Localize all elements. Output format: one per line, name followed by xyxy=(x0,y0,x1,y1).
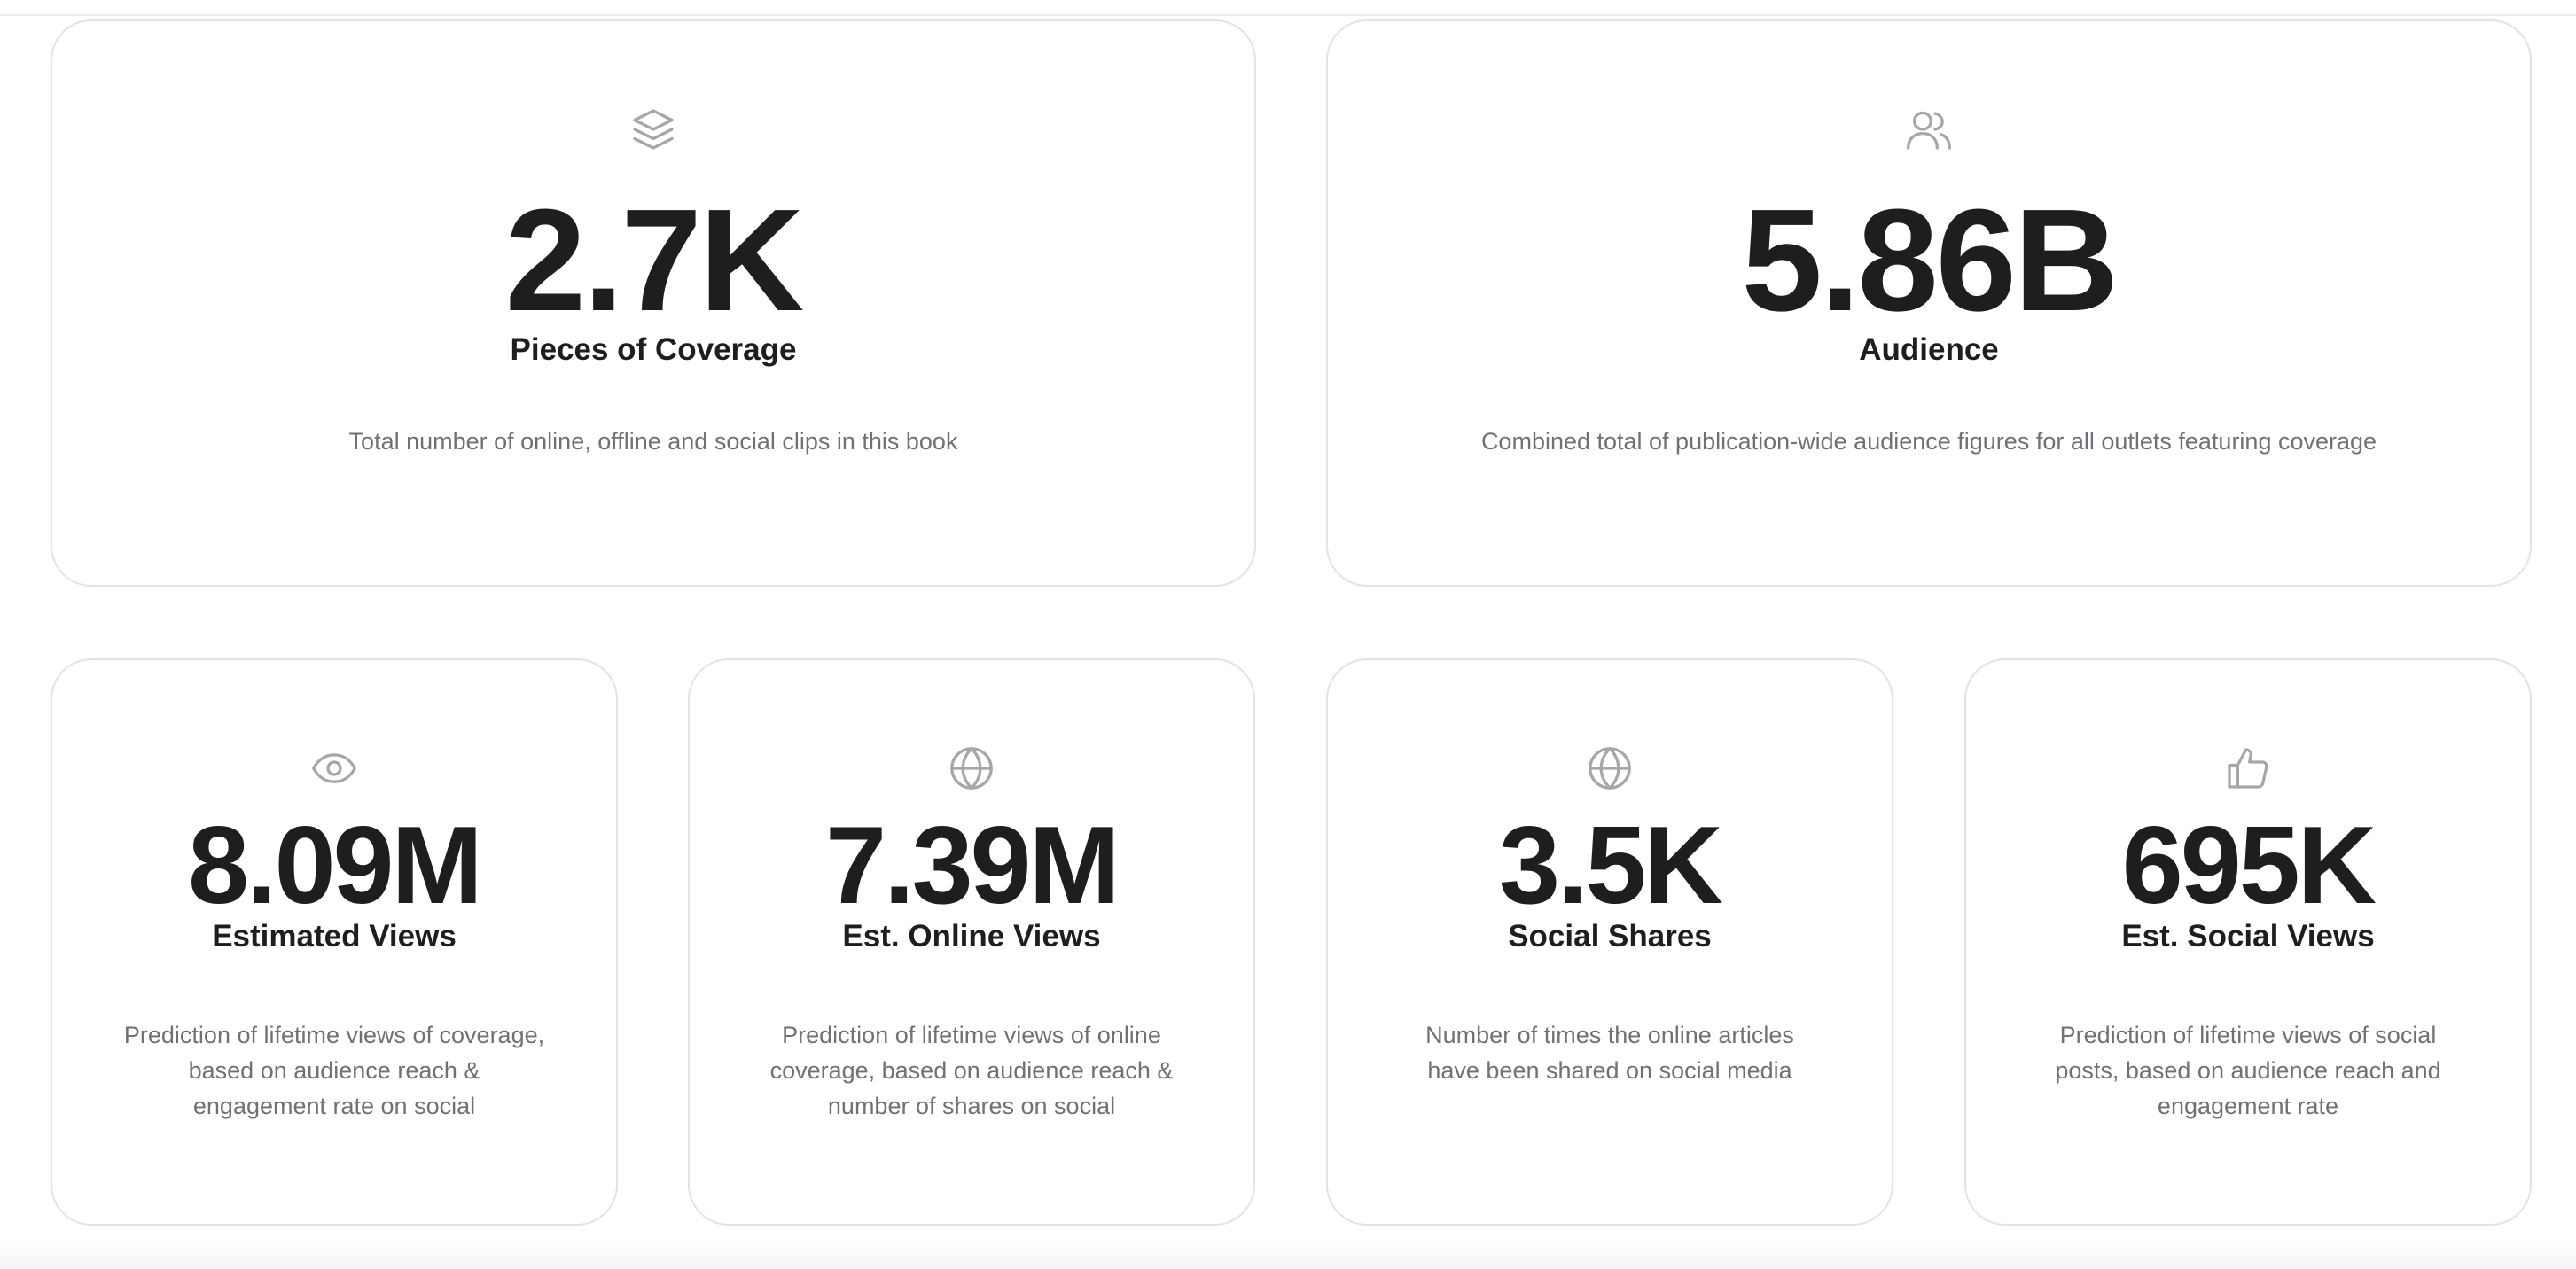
metric-description: Combined total of publication-wide audie… xyxy=(1480,428,2377,455)
metric-label: Estimated Views xyxy=(212,919,457,954)
users-icon xyxy=(1904,105,1954,154)
top-divider xyxy=(0,14,2576,16)
metric-value: 2.7K xyxy=(504,179,804,341)
layers-icon xyxy=(628,105,678,154)
eye-icon xyxy=(309,743,359,793)
metric-label: Est. Social Views xyxy=(2121,919,2375,954)
metric-card-estimated-views: 8.09M Estimated Views Prediction of life… xyxy=(51,658,618,1226)
globe-icon xyxy=(947,743,996,793)
metric-card-est-online-views: 7.39M Est. Online Views Prediction of li… xyxy=(688,658,1255,1226)
metric-label: Audience xyxy=(1859,332,1999,367)
metric-description: Prediction of lifetime views of coverage… xyxy=(123,1022,545,1119)
metric-label: Social Shares xyxy=(1508,919,1712,954)
metric-value: 7.39M xyxy=(825,805,1120,927)
metric-value: 695K xyxy=(2121,805,2377,927)
metric-description: Prediction of lifetime views of social p… xyxy=(2055,1022,2441,1119)
metric-value: 8.09M xyxy=(188,805,483,927)
metric-value: 3.5K xyxy=(1499,805,1723,927)
globe-icon xyxy=(1585,743,1635,793)
metric-description: Total number of online, offline and soci… xyxy=(348,428,958,455)
thumbs-up-icon xyxy=(2223,743,2273,793)
metric-description: Number of times the online articles have… xyxy=(1425,1022,1794,1084)
metric-label: Est. Online Views xyxy=(842,919,1101,954)
metric-card-social-shares: 3.5K Social Shares Number of times the o… xyxy=(1326,658,1893,1226)
metric-label: Pieces of Coverage xyxy=(510,332,797,367)
page-footer-shadow xyxy=(0,1241,2576,1269)
metric-card-pieces-of-coverage: 2.7K Pieces of Coverage Total number of … xyxy=(51,19,1256,587)
metric-card-est-social-views: 695K Est. Social Views Prediction of lif… xyxy=(1964,658,2532,1226)
metric-value: 5.86B xyxy=(1741,179,2119,341)
metric-card-audience: 5.86B Audience Combined total of publica… xyxy=(1326,19,2532,587)
metric-description: Prediction of lifetime views of online c… xyxy=(769,1022,1174,1119)
